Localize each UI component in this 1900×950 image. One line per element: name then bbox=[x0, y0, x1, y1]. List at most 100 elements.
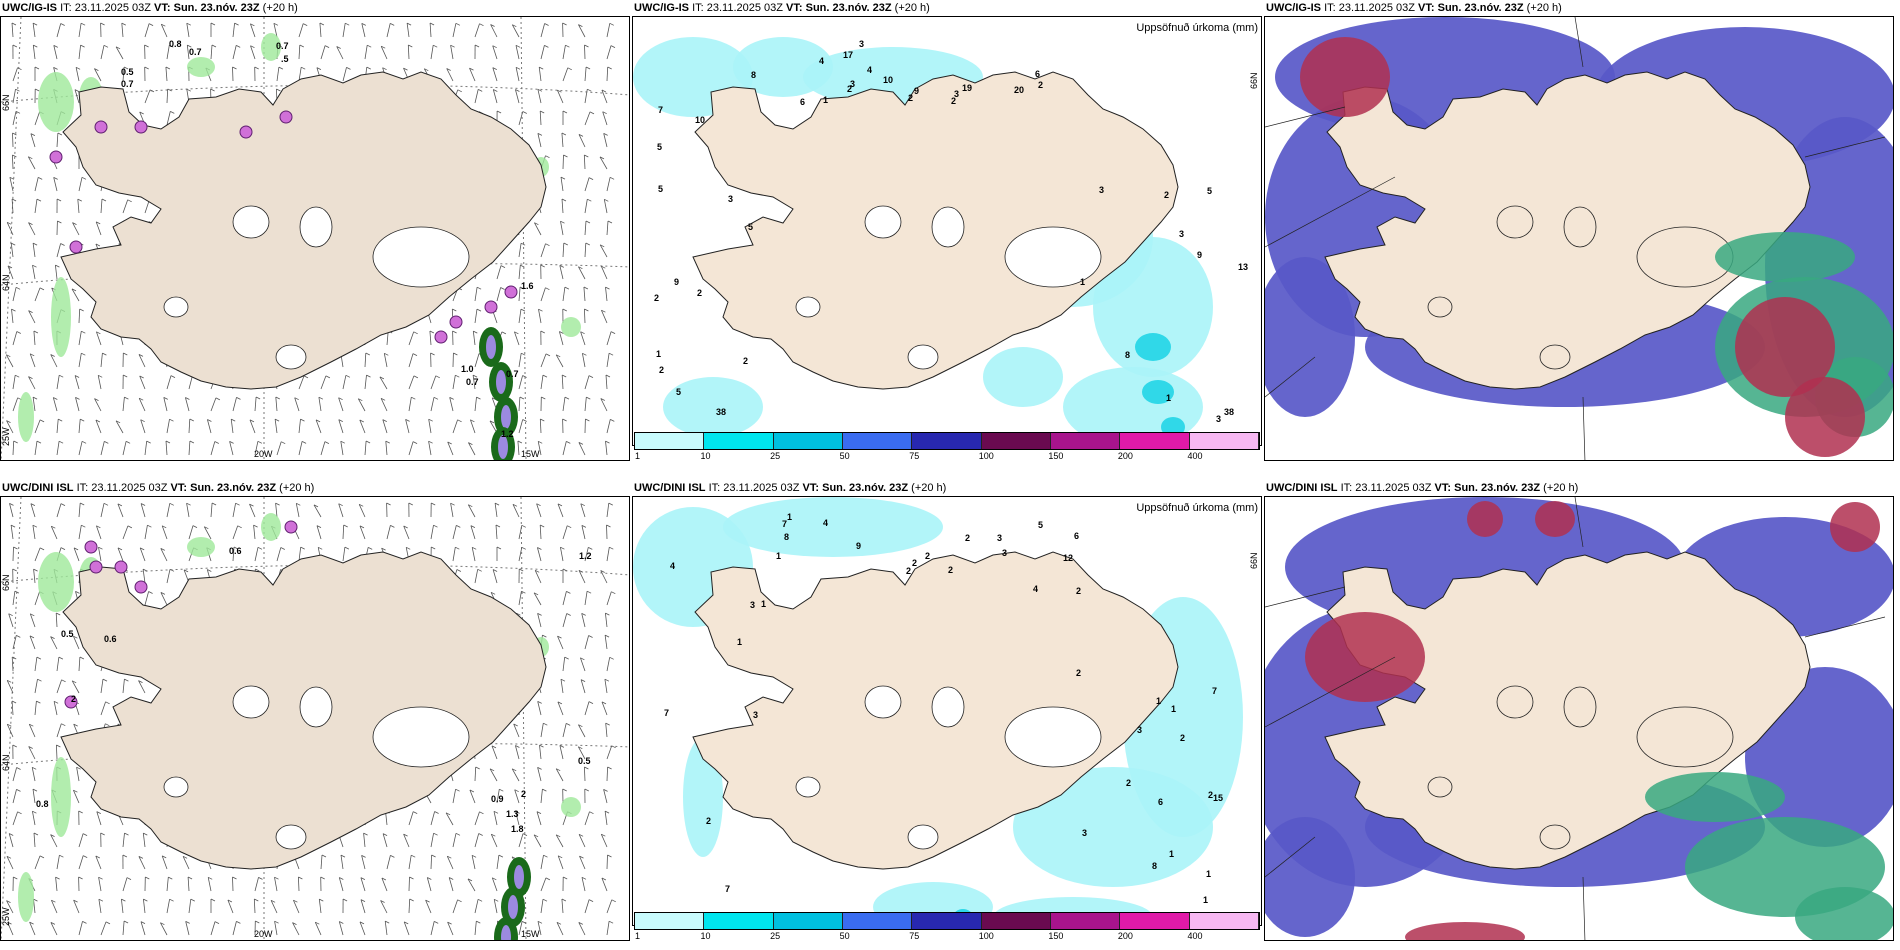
precip-value: 1 bbox=[1080, 277, 1085, 287]
axis-labels: 66N bbox=[1249, 552, 1259, 569]
wind-value: .5 bbox=[281, 54, 289, 64]
colorbar-segment bbox=[773, 913, 843, 929]
precip-value: 7 bbox=[1212, 686, 1217, 696]
colorbar-tick-label: 100 bbox=[978, 931, 994, 941]
map-canvas bbox=[1265, 17, 1893, 460]
wind-value: 2 bbox=[521, 789, 526, 799]
colorbar-labels: 1 10 25 50 75 100 150 200 400 bbox=[634, 931, 1260, 943]
glacier bbox=[795, 296, 821, 318]
lat-label-66: 66N bbox=[1, 574, 11, 591]
glacier bbox=[1539, 824, 1571, 850]
precip-value: 2 bbox=[948, 565, 953, 575]
map-area bbox=[1264, 496, 1894, 941]
colorbar-tick-label: 200 bbox=[1117, 931, 1133, 941]
wind-value: 0.8 bbox=[36, 799, 49, 809]
precip-value: 2 bbox=[847, 84, 852, 94]
lat-label-64: 64N bbox=[1, 754, 11, 771]
init-time: IT: 23.11.2025 03Z bbox=[76, 482, 168, 494]
precip-value: 5 bbox=[1207, 186, 1212, 196]
axis-labels: 66N 64N 25W 20W 15W bbox=[1, 574, 540, 939]
lon-label-20: 20W bbox=[254, 929, 273, 939]
init-time: IT: 23.11.2025 03Z bbox=[1324, 2, 1415, 14]
wind-value-labels: 0.8 0.7 0.7 .5 0.5 0.7 1.6 1.0 0.7 0.7 1.2 bbox=[121, 39, 534, 439]
glacier bbox=[1496, 205, 1534, 239]
precip-value: 2 bbox=[925, 551, 930, 561]
wind-value: 1.3 bbox=[506, 809, 519, 819]
glacier bbox=[864, 685, 902, 719]
glacier bbox=[232, 685, 270, 719]
wind-value: 0.6 bbox=[104, 634, 117, 644]
glacier bbox=[299, 206, 333, 248]
precip-value: 6 bbox=[1158, 797, 1163, 807]
colorbar-tick-label: 75 bbox=[909, 931, 920, 941]
colorbar-tick-label: 25 bbox=[770, 451, 781, 461]
glacier bbox=[163, 296, 189, 318]
precip-value: 1 bbox=[656, 349, 661, 359]
precip-value: 6 bbox=[1035, 69, 1040, 79]
wind-value: 0.7 bbox=[276, 41, 289, 51]
map-canvas: 0.8 0.7 0.7 .5 0.5 0.7 1.6 1.0 0.7 0.7 1.2 66N 64N 25… bbox=[1, 17, 629, 460]
precip-value: 5 bbox=[658, 184, 663, 194]
colorbar-tick-label: 50 bbox=[839, 931, 850, 941]
lat-label-64: 64N bbox=[1, 274, 11, 291]
precip-colorbar bbox=[634, 432, 1260, 450]
precip-value: 1 bbox=[787, 512, 792, 522]
precip-value: 8 bbox=[751, 70, 756, 80]
colorbar-segment bbox=[912, 433, 982, 449]
precip-value: 4 bbox=[819, 56, 824, 66]
precip-value: 3 bbox=[753, 710, 758, 720]
panel-title: UWC/IG-IS IT: 23.11.2025 03Z VT: Sun. 23… bbox=[1266, 2, 1892, 20]
glacier bbox=[795, 776, 821, 798]
region-lines bbox=[1265, 17, 1886, 460]
glacier bbox=[275, 824, 307, 850]
precip-value: 3 bbox=[850, 79, 855, 89]
precip-value: 38 bbox=[1224, 407, 1234, 417]
precip-value: 15 bbox=[1213, 793, 1223, 803]
precip-value: 1 bbox=[1156, 696, 1161, 706]
high-cloud bbox=[1300, 37, 1865, 457]
valid-time: VT: Sun. 23.nóv. 23Z bbox=[154, 2, 260, 14]
wind-value: 0.8 bbox=[169, 39, 182, 49]
precip-value: 9 bbox=[914, 86, 919, 96]
init-time: IT: 23.11.2025 03Z bbox=[692, 2, 783, 14]
precip-value: 1 bbox=[737, 637, 742, 647]
precip-value: 1 bbox=[1203, 895, 1208, 905]
lon-label-25: 25W bbox=[1, 907, 11, 926]
lead-time: (+20 h) bbox=[1526, 2, 1562, 14]
precip-value: 1 bbox=[1166, 393, 1171, 403]
precip-value: 20 bbox=[1014, 85, 1024, 95]
init-time: IT: 23.11.2025 03Z bbox=[60, 2, 151, 14]
panel-title: UWC/DINI ISL IT: 23.11.2025 03Z VT: Sun.… bbox=[1266, 482, 1892, 500]
colorbar-tick-label: 150 bbox=[1048, 451, 1064, 461]
glacier bbox=[372, 226, 470, 288]
colorbar-tick-label: 25 bbox=[770, 931, 781, 941]
precip-value: 4 bbox=[670, 561, 675, 571]
wind-value: 0.7 bbox=[189, 47, 202, 57]
precip-value: 8 bbox=[784, 532, 789, 542]
glacier bbox=[907, 344, 939, 370]
colorbar-tick-label: 10 bbox=[700, 451, 711, 461]
wind-value: 1.8 bbox=[511, 824, 524, 834]
wind-value: 1.2 bbox=[501, 429, 514, 439]
precip-value: 2 bbox=[743, 356, 748, 366]
precip-value: 1 bbox=[776, 551, 781, 561]
precip-value: 8 bbox=[1152, 861, 1157, 871]
precip-value: 2 bbox=[1208, 790, 1213, 800]
model-name: UWC/IG-IS bbox=[1266, 2, 1321, 14]
glacier bbox=[1427, 776, 1453, 798]
precip-value: 19 bbox=[962, 83, 972, 93]
precip-value: 2 bbox=[697, 288, 702, 298]
colorbar-segment bbox=[1189, 913, 1259, 929]
glacier bbox=[372, 706, 470, 768]
precip-value: 8 bbox=[1125, 350, 1130, 360]
panel-precip: UWC/IG-IS IT: 23.11.2025 03Z VT: Sun. 23… bbox=[632, 0, 1262, 470]
colorbar-segment bbox=[704, 433, 774, 449]
glacier bbox=[275, 344, 307, 370]
panel-variable-title: Uppsöfnuð úrkoma (mm) bbox=[1136, 22, 1258, 34]
precip-value: 3 bbox=[750, 600, 755, 610]
colorbar-segment bbox=[704, 913, 774, 929]
colorbar-tick-label: 400 bbox=[1187, 451, 1203, 461]
precip-value: 3 bbox=[728, 194, 733, 204]
wind-value: 0.7 bbox=[506, 369, 519, 379]
